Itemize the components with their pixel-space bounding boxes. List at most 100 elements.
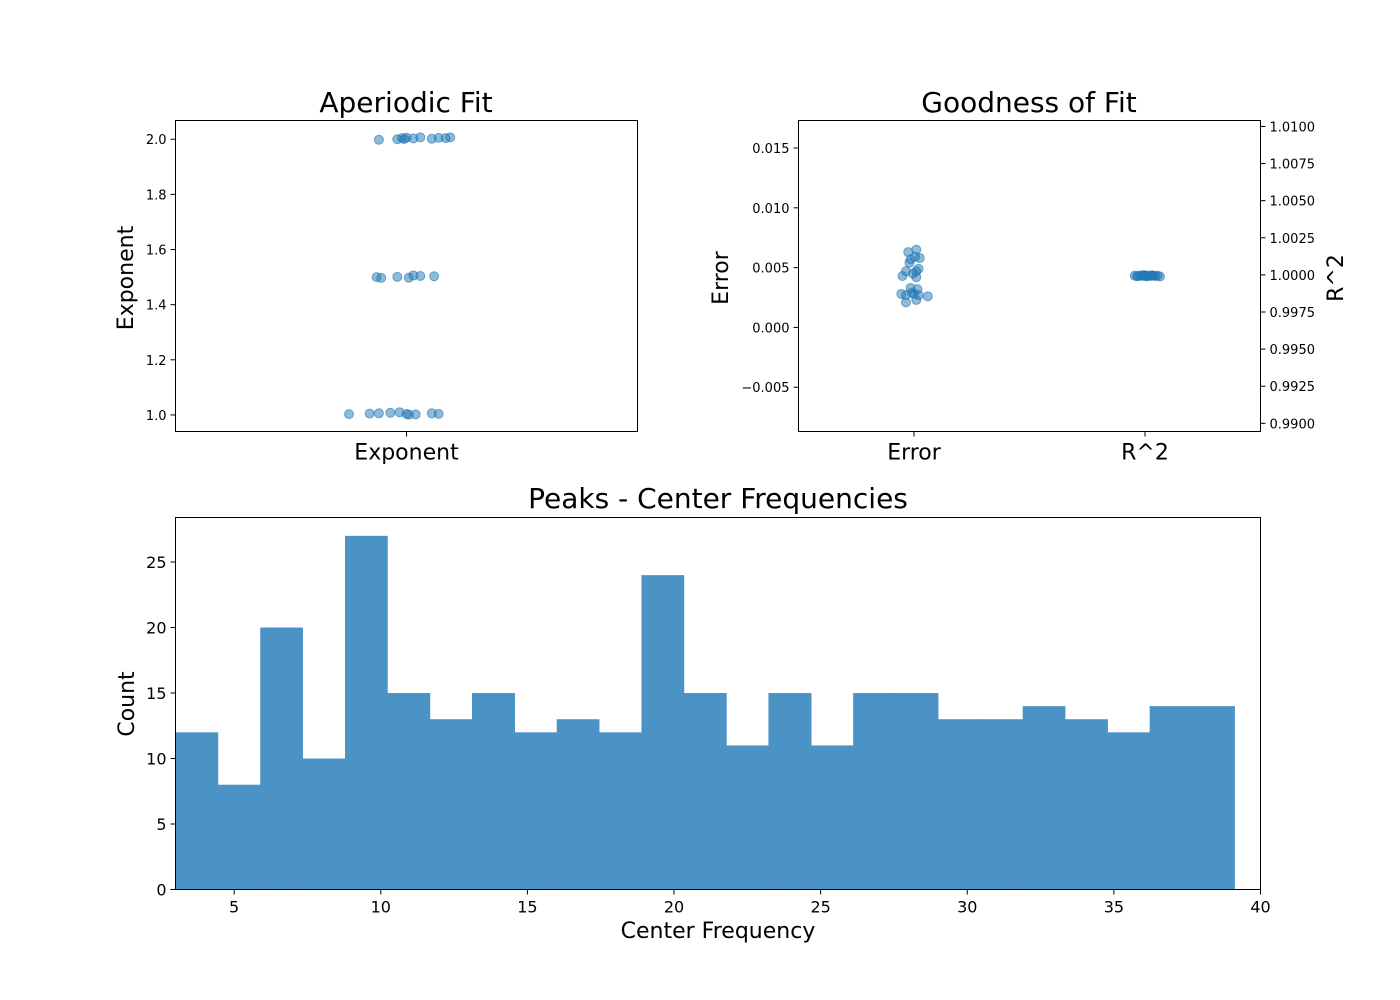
center-frequency-panel: Peaks - Center Frequencies Center Freque…: [115, 482, 1271, 944]
y2-tick-label: 0.9975: [1270, 306, 1316, 321]
error-data-point: [911, 272, 922, 283]
histogram-bar: [1064, 719, 1108, 890]
histogram-bar: [1022, 706, 1066, 890]
y2-tick-label: 1.0050: [1270, 195, 1316, 210]
data-point: [410, 409, 421, 420]
histogram-bar: [726, 745, 769, 890]
y-tick-label: 1.0: [146, 409, 167, 424]
aperiodic-fit-ylabel: Exponent: [114, 225, 139, 330]
histogram-bar: [344, 535, 388, 890]
aperiodic-fit-axes-frame: [175, 120, 638, 432]
histogram-bar: [1107, 732, 1151, 890]
center-frequency-title: Peaks - Center Frequencies: [528, 482, 908, 515]
y2-tick-label: 0.9950: [1270, 343, 1316, 358]
error-data-point: [897, 271, 908, 281]
y2-tick-label: 1.0100: [1270, 120, 1316, 135]
goodness-of-fit-y2-axis: 0.9900 0.9925 0.9950 0.9975 1.0000 1.0025 1.00…: [1260, 120, 1316, 432]
aperiodic-fit-y-axis: 1.0 1.2 1.4 1.6 1.8 2.0: [146, 133, 176, 424]
data-point: [373, 408, 384, 419]
goodness-of-fit-points: [896, 244, 1165, 308]
aperiodic-fit-x-axis: Exponent: [354, 431, 459, 466]
histogram-bar: [429, 719, 473, 890]
data-point: [429, 271, 440, 282]
aperiodic-fit-title: Aperiodic Fit: [319, 86, 492, 119]
y-tick-label: 10: [146, 750, 166, 769]
histogram-bars: [175, 535, 1235, 890]
goodness-of-fit-panel: Goodness of Fit Error R^2 −0.005 0.000 0.0…: [709, 86, 1349, 466]
x-tick-label: R^2: [1121, 441, 1169, 466]
error-data-point: [914, 253, 925, 264]
goodness-of-fit-x-axis: Error R^2: [887, 431, 1169, 466]
x-tick-label: 25: [810, 898, 830, 917]
histogram-bar: [217, 784, 261, 890]
histogram-bar: [937, 719, 981, 890]
r2-data-point: [1138, 270, 1149, 281]
histogram-bar: [810, 745, 854, 890]
y-tick-label: 1.4: [146, 299, 167, 314]
y-tick-label: 1.6: [146, 244, 167, 259]
data-point: [364, 408, 375, 419]
error-data-point: [922, 291, 933, 302]
y-tick-label: −0.005: [741, 381, 789, 396]
center-frequency-xlabel: Center Frequency: [621, 919, 816, 944]
y2-tick-label: 0.9900: [1270, 417, 1316, 432]
aperiodic-fit-panel: Aperiodic Fit Exponent 1.0 1.2 1.4 1.6 1.8 2.…: [114, 86, 638, 466]
error-data-point: [900, 297, 911, 308]
x-tick-label: 30: [957, 898, 977, 917]
histogram-bar: [683, 693, 727, 890]
histogram-bar: [641, 575, 685, 890]
histogram-bar: [175, 732, 219, 890]
y-tick-label: 2.0: [146, 133, 167, 148]
x-tick-label: 15: [517, 898, 537, 917]
y-tick-label: 0.005: [752, 262, 789, 277]
x-tick-label: 10: [371, 898, 391, 917]
y-tick-label: 20: [146, 619, 166, 638]
histogram-bar: [1192, 706, 1235, 890]
y2-tick-label: 1.0000: [1270, 269, 1316, 284]
y-tick-label: 0: [156, 881, 166, 900]
center-frequency-x-axis: 5 10 15 20 25 30 35 40: [229, 889, 1271, 917]
histogram-bar: [1149, 706, 1193, 890]
histogram-bar: [768, 693, 812, 890]
aperiodic-fit-points: [344, 132, 456, 420]
histogram-bar: [260, 627, 303, 890]
y-tick-label: 0.015: [752, 142, 789, 157]
data-point: [415, 132, 426, 143]
histogram-bar: [302, 758, 346, 890]
y-tick-label: 1.8: [146, 188, 167, 203]
goodness-of-fit-axes-frame: [798, 120, 1261, 432]
goodness-of-fit-y-axis: −0.005 0.000 0.005 0.010 0.015: [741, 142, 799, 396]
goodness-of-fit-y2label: R^2: [1324, 254, 1349, 302]
data-point: [344, 409, 354, 420]
center-frequency-y-axis: 0 5 10 15 20 25: [146, 553, 176, 900]
goodness-of-fit-title: Goodness of Fit: [921, 86, 1137, 119]
histogram-bar: [471, 693, 515, 890]
histogram-bar: [980, 719, 1024, 890]
center-frequency-axes-frame: [175, 517, 1261, 890]
y-tick-label: 1.2: [146, 354, 167, 369]
data-point: [415, 271, 426, 281]
x-tick-label: 35: [1104, 898, 1124, 917]
error-data-point: [904, 257, 915, 268]
data-point: [392, 271, 403, 282]
center-frequency-ylabel: Count: [115, 671, 140, 737]
data-point: [376, 272, 387, 283]
data-point: [433, 408, 444, 419]
y-tick-label: 0.000: [752, 321, 789, 336]
x-tick-label: Exponent: [354, 441, 459, 466]
data-point: [385, 407, 396, 418]
histogram-bar: [556, 719, 600, 890]
y2-tick-label: 0.9925: [1270, 380, 1316, 395]
y2-tick-label: 1.0075: [1270, 158, 1316, 173]
x-tick-label: 5: [229, 898, 239, 917]
histogram-bar: [853, 693, 897, 890]
histogram-bar: [514, 732, 558, 890]
y-tick-label: 5: [156, 815, 166, 834]
data-point: [445, 132, 456, 143]
histogram-bar: [598, 732, 642, 890]
error-data-point: [911, 294, 922, 305]
goodness-of-fit-ylabel: Error: [709, 250, 734, 305]
data-point: [373, 134, 384, 145]
histogram-bar: [387, 693, 431, 890]
